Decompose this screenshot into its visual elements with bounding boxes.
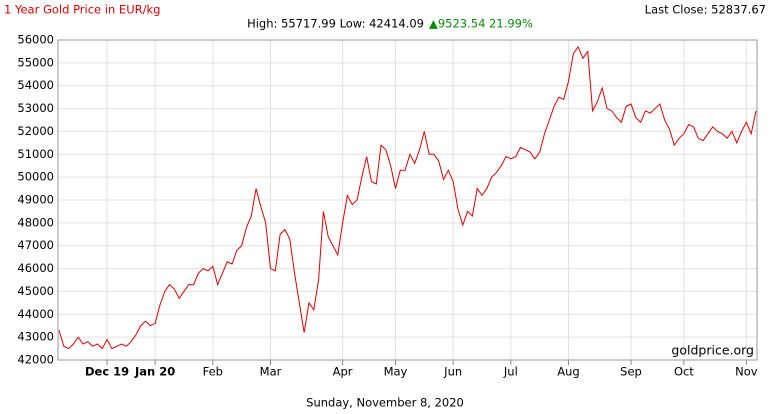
x-tick-label: Mar [260, 365, 282, 379]
y-tick-label: 56000 [17, 33, 54, 47]
x-tick-label: Nov [735, 365, 758, 379]
y-tick-label: 46000 [17, 261, 54, 275]
x-tick-label: Jun [443, 365, 462, 379]
y-tick-label: 52000 [17, 124, 54, 138]
change: ▲9523.54 21.99% [429, 17, 533, 31]
y-tick-label: 43000 [17, 330, 54, 344]
x-tick-label: Apr [333, 365, 353, 379]
x-tick-label: Oct [674, 365, 694, 379]
price-line [58, 45, 757, 350]
plot-frame [57, 39, 758, 361]
x-tick-label: May [384, 365, 408, 379]
last-close: Last Close: 52837.67 [645, 3, 766, 17]
y-tick-label: 44000 [17, 307, 54, 321]
x-tick-label: Dec 19 [85, 365, 129, 379]
y-tick-label: 48000 [17, 215, 54, 229]
y-tick-label: 45000 [17, 284, 54, 298]
y-tick-label: 50000 [17, 170, 54, 184]
y-tick-label: 54000 [17, 78, 54, 92]
high-low: High: 55717.99 Low: 42414.09 [247, 17, 424, 31]
x-tick-label: Jan 20 [134, 365, 175, 379]
watermark: goldprice.org [671, 343, 754, 358]
chart-title: 1 Year Gold Price in EUR/kg [4, 3, 160, 17]
x-tick-label: Aug [557, 365, 579, 379]
y-tick-label: 53000 [17, 101, 54, 115]
y-tick-label: 47000 [17, 238, 54, 252]
y-tick-label: 42000 [17, 353, 54, 367]
x-tick-label: Jul [503, 365, 518, 379]
x-tick-label: Feb [203, 365, 223, 379]
y-tick-label: 55000 [17, 55, 54, 69]
y-tick-label: 49000 [17, 193, 54, 207]
y-tick-label: 51000 [17, 147, 54, 161]
date-caption: Sunday, November 8, 2020 [306, 396, 464, 410]
x-tick-label: Sep [620, 365, 642, 379]
